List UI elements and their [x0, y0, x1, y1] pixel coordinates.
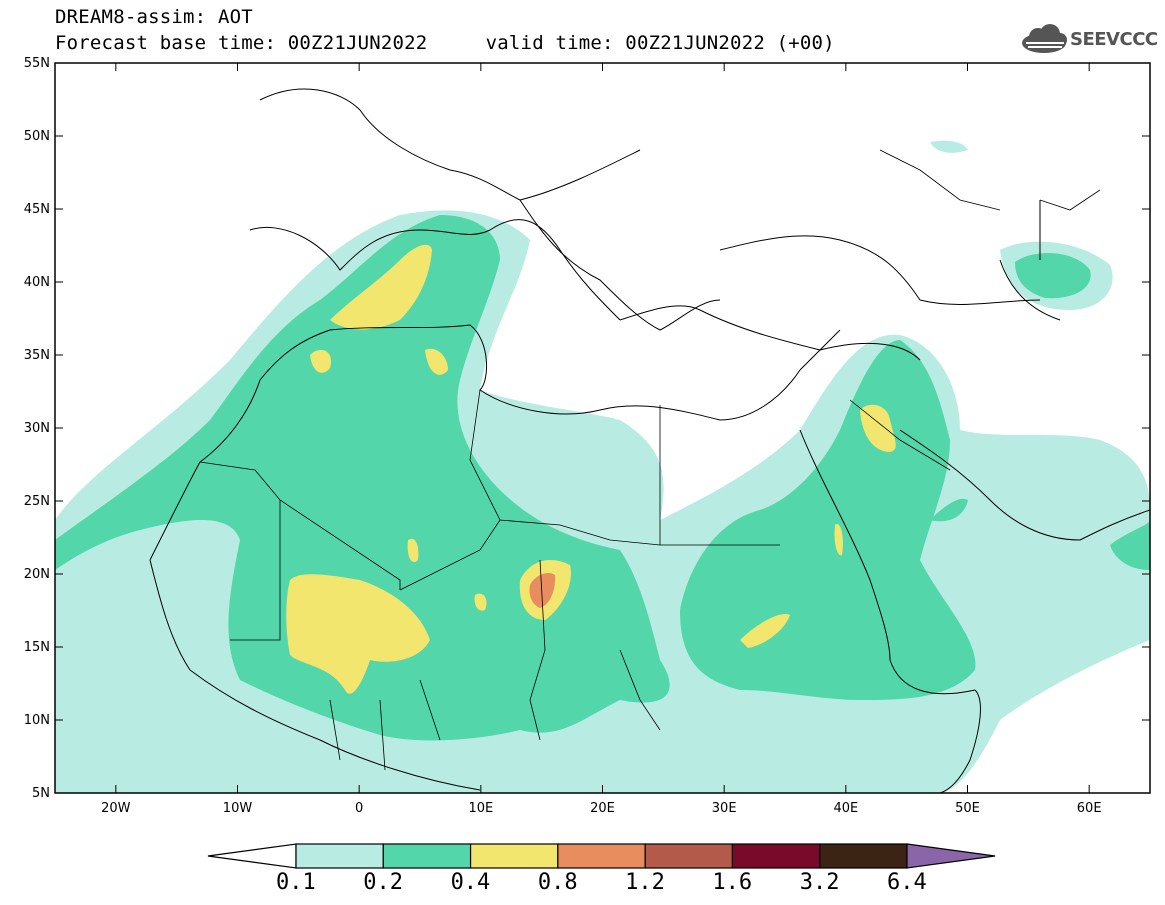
lat-tick-label: 40N	[24, 275, 50, 290]
lat-tick-label: 15N	[24, 640, 50, 655]
colorbar-label: 6.4	[887, 870, 927, 895]
lat-tick-label: 10N	[24, 713, 50, 728]
lat-tick-label: 25N	[24, 494, 50, 509]
lat-tick-label: 30N	[24, 421, 50, 436]
colorbar-segment	[557, 843, 646, 869]
colorbar-segment	[295, 843, 384, 869]
colorbar-label: 1.2	[625, 870, 665, 895]
lon-tick-label: 10W	[223, 801, 253, 816]
lat-tick-label: 55N	[24, 56, 50, 71]
colorbar	[207, 843, 996, 869]
time-title: Forecast base time: 00Z21JUN2022 valid t…	[55, 32, 835, 54]
model-title: DREAM8-assim: AOT	[55, 6, 253, 28]
lon-tick-label: 30E	[712, 801, 737, 816]
cloud-icon	[1022, 24, 1067, 53]
colorbar-segment	[469, 843, 559, 869]
lon-tick-label: 10E	[468, 801, 493, 816]
colorbar-label: 3.2	[799, 870, 840, 895]
colorbar-right-arrow	[906, 843, 996, 869]
aot-field	[55, 63, 1150, 793]
lon-tick-label: 20E	[590, 801, 615, 816]
lat-tick-label: 50N	[24, 129, 50, 144]
borders	[199, 149, 1101, 771]
lat-tick-label: 45N	[24, 202, 50, 217]
axis-ticks	[55, 62, 1150, 794]
colorbar-label: 0.4	[450, 870, 491, 895]
colorbar-label: 0.2	[363, 870, 404, 895]
colorbar-segment	[819, 843, 908, 869]
colorbar-label: 0.8	[537, 870, 578, 895]
colorbar-label: 0.1	[276, 870, 316, 895]
longitude-labels: 20W 10W 0 10E 20E 30E 40E 50E 60E	[101, 801, 1101, 816]
coastlines	[149, 88, 1150, 793]
lat-tick-label: 20N	[24, 567, 50, 582]
colorbar-label: 1.6	[712, 870, 753, 895]
logo-text: SEEVCCC	[1070, 29, 1158, 50]
lon-tick-label: 50E	[955, 801, 980, 816]
lon-tick-label: 40E	[833, 801, 858, 816]
lon-tick-label: 60E	[1077, 801, 1102, 816]
latitude-labels: 5N 10N 15N 20N 25N 30N 35N 40N 45N 50N 55N	[24, 56, 50, 801]
lon-tick-label: 20W	[101, 801, 131, 816]
lat-tick-label: 35N	[24, 348, 50, 363]
colorbar-segment	[644, 843, 734, 869]
colorbar-left-arrow	[207, 843, 297, 869]
colorbar-segment	[382, 843, 472, 869]
lon-tick-label: 0	[355, 801, 363, 816]
lat-tick-label: 5N	[32, 786, 50, 801]
colorbar-segment	[731, 843, 821, 869]
